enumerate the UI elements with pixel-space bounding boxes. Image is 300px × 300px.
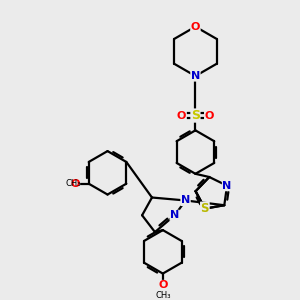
Text: S: S — [201, 202, 209, 215]
Text: CH₃: CH₃ — [155, 291, 171, 300]
Text: O: O — [205, 110, 214, 121]
Text: O: O — [70, 179, 80, 189]
Text: O: O — [158, 280, 167, 290]
Text: N: N — [191, 71, 200, 81]
Text: O: O — [177, 110, 186, 121]
Text: O: O — [191, 22, 200, 32]
Text: N: N — [170, 210, 179, 220]
Text: N: N — [222, 181, 232, 191]
Text: N: N — [181, 196, 190, 206]
Text: S: S — [191, 109, 200, 122]
Text: CH₃: CH₃ — [65, 179, 80, 188]
